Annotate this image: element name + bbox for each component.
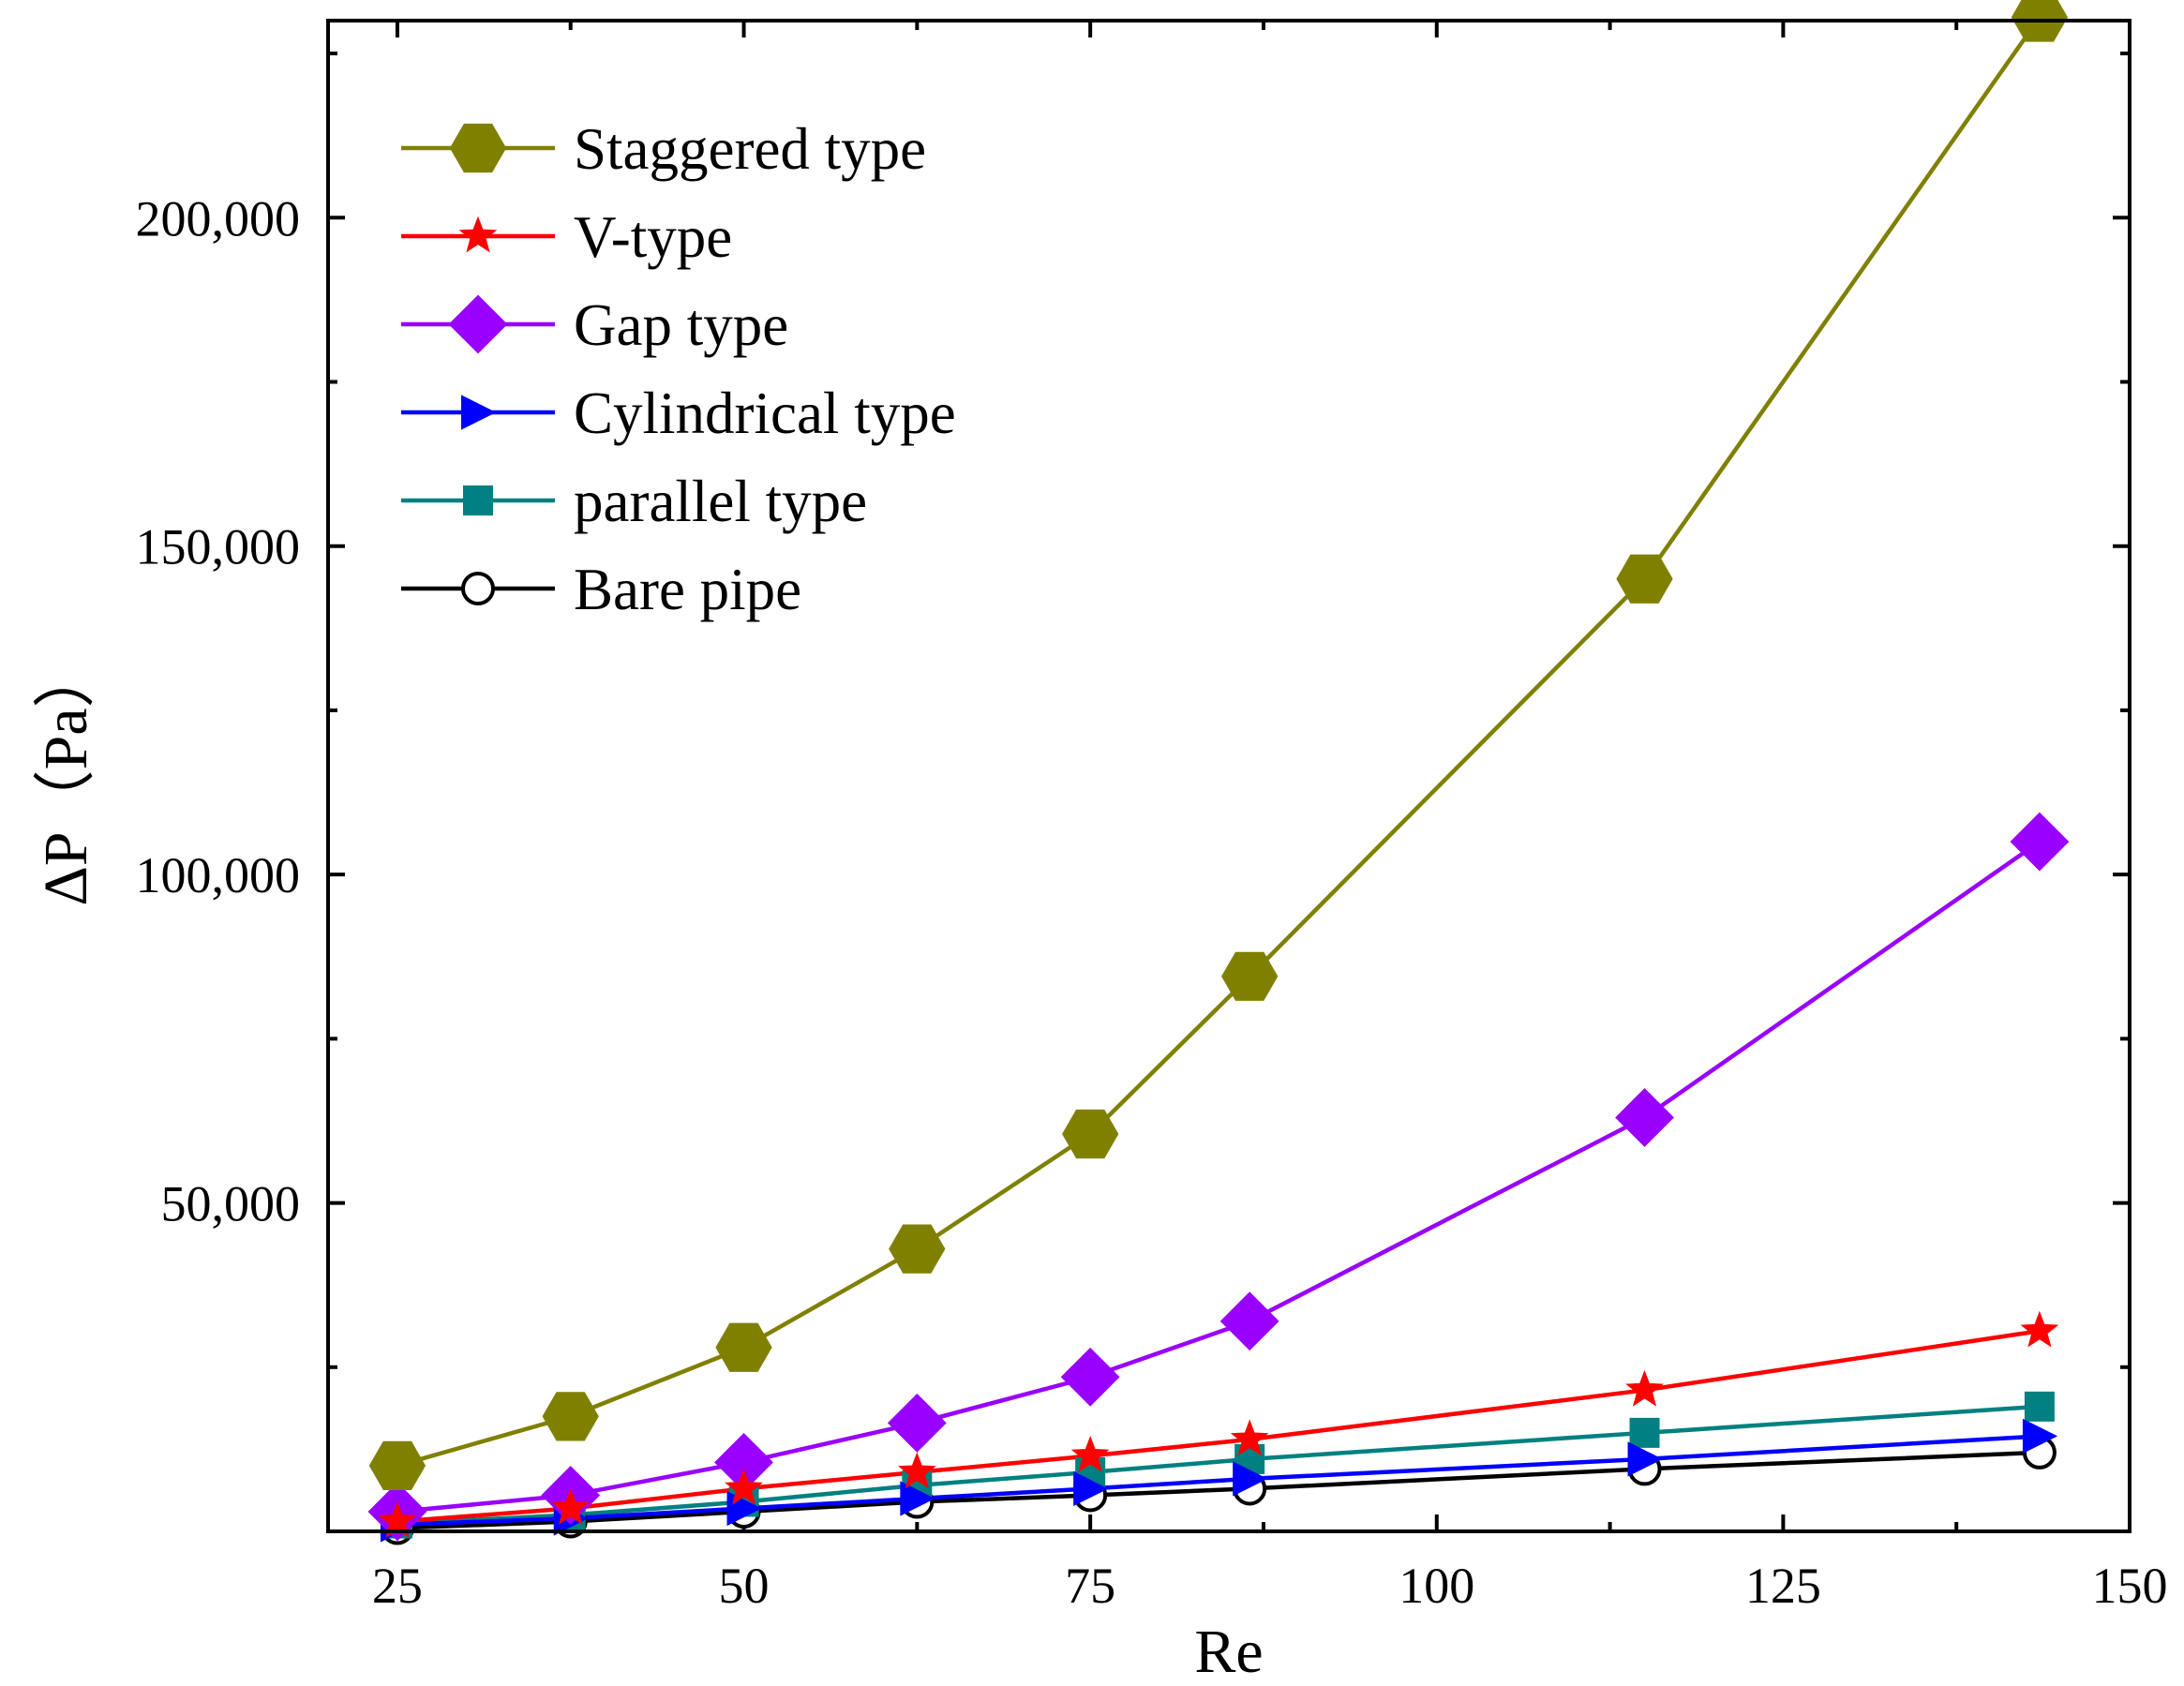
legend-label-gap-type: Gap type	[574, 292, 788, 358]
x-tick-label: 150	[2092, 1558, 2168, 1614]
data-point-v-type	[897, 1452, 936, 1489]
y-tick-label: 200,000	[136, 190, 301, 246]
data-point-staggered-type	[1062, 1109, 1119, 1159]
series-line-bare-pipe	[396, 1450, 2040, 1530]
legend-label-parallel-type: parallel type	[574, 469, 867, 534]
data-point-staggered-type	[1221, 951, 1279, 1001]
legend-label-cylindrical-type: Cylindrical type	[574, 380, 956, 446]
data-point-staggered-type	[1616, 554, 1673, 604]
series-line-v-type	[396, 1328, 2041, 1524]
series-line-parallel-type	[396, 1404, 2041, 1526]
data-point-v-type	[1230, 1419, 1269, 1456]
data-point-cylindrical-type	[2022, 1418, 2058, 1454]
data-point-gap-type	[1219, 1291, 1279, 1351]
series-line-staggered-type	[396, 16, 2042, 1469]
data-point-v-type	[1625, 1369, 1664, 1407]
x-tick-label: 125	[1745, 1558, 1821, 1614]
series-line-gap-type	[396, 840, 2042, 1514]
y-tick-label: 50,000	[161, 1176, 301, 1232]
x-tick-label: 50	[719, 1558, 770, 1614]
data-point-gap-type	[1615, 1088, 1674, 1147]
data-point-gap-type	[2010, 812, 2070, 872]
data-point-cylindrical-type	[1233, 1461, 1268, 1497]
data-point-gap-type	[1060, 1347, 1120, 1407]
legend-marker-v-type	[458, 216, 498, 253]
data-point-staggered-type	[368, 1440, 426, 1490]
legend-label-staggered-type: Staggered type	[574, 116, 926, 182]
data-point-staggered-type	[889, 1224, 946, 1274]
data-point-parallel-type	[1629, 1417, 1660, 1448]
data-point-parallel-type	[2024, 1391, 2055, 1422]
data-point-staggered-type	[715, 1322, 772, 1372]
data-point-v-type	[1070, 1435, 1110, 1472]
data-point-staggered-type	[542, 1392, 599, 1441]
series-line-cylindrical-type	[396, 1434, 2041, 1528]
plot-frame	[326, 19, 2132, 1533]
legend-label-v-type: V-type	[574, 204, 732, 270]
data-point-cylindrical-type	[900, 1481, 935, 1516]
data-point-v-type	[2020, 1310, 2059, 1348]
x-tick-label: 75	[1065, 1558, 1115, 1614]
x-axis-title: Re	[1194, 1618, 1263, 1686]
data-point-v-type	[551, 1488, 591, 1525]
series-markers	[367, 0, 2070, 1545]
legend-marker-bare-pipe	[461, 572, 495, 605]
x-tick-label: 25	[372, 1558, 423, 1614]
y-tick-label: 100,000	[136, 847, 301, 903]
legend-marker-parallel-type	[463, 485, 493, 515]
data-point-cylindrical-type	[1073, 1470, 1109, 1507]
x-tick-label: 100	[1399, 1558, 1474, 1614]
tick-labels: 25 50 75 100 125 150 50,000 100,000 150,000 200,0…	[136, 190, 2168, 1614]
data-point-v-type	[725, 1468, 763, 1505]
legend-marker-cylindrical-type	[461, 395, 497, 430]
legend-marker-staggered-type	[449, 123, 507, 173]
data-point-cylindrical-type	[1627, 1441, 1663, 1477]
series-lines	[396, 16, 2042, 1530]
legend-marker-gap-type	[448, 294, 508, 354]
y-tick-label: 150,000	[136, 519, 301, 575]
y-axis-title: ΔP（Pa）	[32, 646, 100, 905]
legend-label-bare-pipe: Bare pipe	[574, 557, 801, 622]
legend: Staggered type V-type Gap type Cylindrical …	[401, 116, 956, 622]
data-point-gap-type	[887, 1393, 947, 1453]
